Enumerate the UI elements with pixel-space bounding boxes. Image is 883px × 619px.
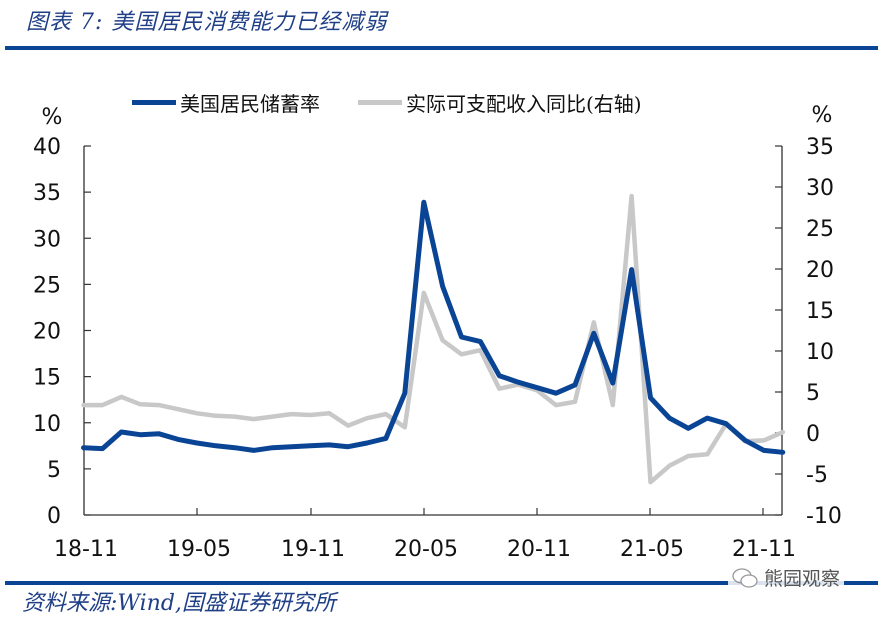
legend: 美国居民储蓄率 实际可支配收入同比(右轴) (132, 88, 680, 117)
y-left-tick-label: 20 (33, 320, 61, 345)
series-savings-rate-line (81, 199, 786, 455)
x-tick-label: 20-05 (394, 537, 458, 562)
y-left-tick-label: 10 (33, 412, 61, 437)
y-right-tick-label: 0 (806, 422, 820, 447)
legend-label-savings: 美国居民储蓄率 (180, 92, 320, 116)
y-left-tick-label: 35 (33, 181, 61, 206)
legend-swatch-savings (132, 100, 176, 105)
y-right-unit: % (812, 103, 833, 128)
x-tick-label: 19-11 (281, 537, 345, 562)
watermark-text: 熊园观察 (764, 568, 841, 590)
figure-title: 图表 7: 美国居民消费能力已经减弱 (26, 10, 388, 35)
y-left-tick-label: 0 (47, 504, 61, 529)
y-right-tick-label: 20 (806, 258, 834, 283)
x-tick-label: 20-11 (507, 537, 571, 562)
y-right-tick-label: 5 (806, 381, 820, 406)
y-left-tick-label: 5 (47, 458, 61, 483)
y-right-tick-label: 35 (806, 135, 834, 160)
legend-item-income: 实际可支配收入同比(右轴) (358, 88, 642, 117)
x-tick-label: 21-05 (620, 537, 684, 562)
legend-swatch-income (358, 100, 402, 105)
y-right-tick-label: 30 (806, 176, 834, 201)
legend-label-income: 实际可支配收入同比(右轴) (406, 92, 642, 116)
y-left-tick-label: 15 (33, 366, 61, 391)
y-left-tick-label: 40 (33, 135, 61, 160)
bottom-rule (5, 581, 878, 585)
y-right-tick-label: -10 (806, 504, 842, 529)
x-tick-label: 19-05 (167, 537, 231, 562)
y-right-tick-label: 25 (806, 217, 834, 242)
source-note: 资料来源:Wind,国盛证券研究所 (22, 591, 336, 616)
x-tick-label: 21-11 (732, 537, 796, 562)
y-right-tick-label: -5 (806, 463, 828, 488)
legend-item-savings: 美国居民储蓄率 (132, 88, 320, 117)
y-right-tick-label: 15 (806, 299, 834, 324)
y-left-tick-label: 25 (33, 273, 61, 298)
y-left-tick-label: 30 (33, 227, 61, 252)
y-left-unit: % (42, 105, 63, 130)
y-right-tick-label: 10 (806, 340, 834, 365)
wechat-icon (732, 567, 758, 588)
series-real-income-yoy-line (81, 193, 786, 485)
watermark: 熊园观察 (728, 564, 845, 591)
x-tick-label: 18-11 (54, 537, 118, 562)
top-rule (5, 46, 878, 50)
